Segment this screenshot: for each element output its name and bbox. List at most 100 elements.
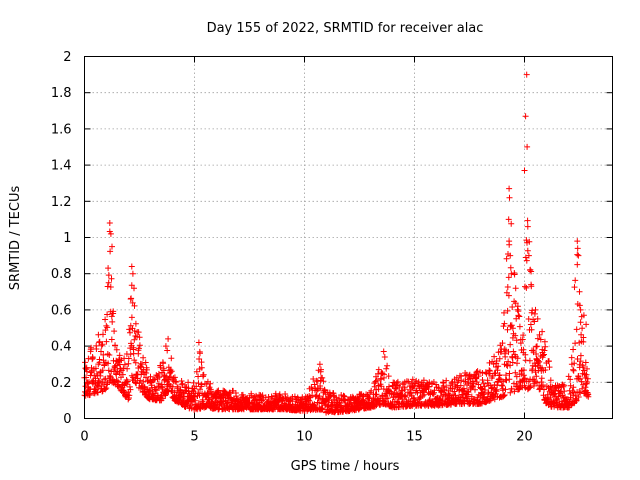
data-point — [103, 322, 110, 329]
data-point — [516, 323, 523, 330]
data-point — [529, 366, 536, 373]
data-point — [93, 346, 100, 352]
data-point — [536, 358, 543, 365]
data-point — [379, 370, 386, 377]
data-point — [493, 358, 500, 364]
data-point — [107, 284, 114, 290]
data-point — [259, 392, 266, 399]
data-point — [528, 268, 535, 275]
data-point — [127, 329, 133, 336]
data-point — [381, 354, 388, 360]
data-point — [165, 388, 172, 395]
data-point — [125, 360, 132, 367]
data-point — [570, 346, 577, 353]
data-point — [109, 243, 115, 250]
data-point — [501, 309, 507, 316]
data-point — [140, 354, 147, 361]
data-point — [534, 379, 541, 386]
data-point — [505, 274, 512, 281]
data-point — [442, 391, 449, 398]
data-point — [131, 336, 138, 343]
data-point — [521, 167, 528, 174]
data-point — [153, 387, 160, 394]
data-point — [546, 358, 552, 365]
data-point — [385, 373, 392, 380]
data-point — [104, 324, 111, 331]
plot-frame — [84, 56, 613, 419]
data-point — [396, 384, 403, 390]
data-point — [107, 248, 114, 255]
data-point — [198, 364, 205, 371]
chart-title: Day 155 of 2022, SRMTID for receiver ala… — [207, 21, 484, 36]
data-point — [121, 382, 128, 389]
data-point — [479, 370, 486, 376]
data-point — [308, 384, 315, 391]
data-point — [579, 325, 586, 332]
data-point — [124, 378, 131, 385]
data-point — [527, 321, 534, 328]
data-point — [547, 377, 554, 384]
data-point — [506, 194, 513, 201]
data-point — [539, 382, 546, 388]
data-point — [506, 238, 513, 245]
data-point — [573, 326, 580, 333]
x-axis-label: GPS time / hours — [291, 459, 400, 474]
data-point — [200, 371, 207, 378]
data-point — [525, 316, 532, 322]
data-point — [571, 360, 578, 367]
data-point — [89, 356, 96, 363]
data-point — [121, 361, 128, 368]
data-point — [578, 378, 585, 385]
data-point — [199, 396, 206, 403]
data-point — [156, 374, 163, 381]
tick-labels: 00.20.40.60.811.21.41.61.820 5 10 15 20 — [51, 50, 533, 445]
data-point — [505, 216, 512, 223]
data-point — [495, 363, 502, 370]
data-point — [585, 393, 592, 400]
data-point — [448, 380, 455, 387]
data-point — [571, 284, 578, 291]
data-point — [538, 375, 545, 382]
y-axis-label: SRMTID / TECUs — [8, 186, 23, 291]
data-point — [573, 398, 580, 404]
data-point — [584, 365, 590, 372]
data-point — [520, 332, 527, 339]
data-point — [127, 386, 134, 393]
data-point — [106, 220, 113, 226]
y-tick-label: 0.4 — [51, 340, 72, 355]
data-point — [311, 381, 318, 388]
data-point — [143, 374, 149, 381]
data-point — [528, 326, 535, 333]
data-point — [534, 315, 541, 322]
data-point — [124, 365, 131, 372]
data-point — [472, 386, 478, 393]
data-point — [527, 267, 533, 274]
data-point — [516, 313, 523, 320]
data-point — [96, 356, 103, 363]
data-point — [552, 388, 559, 394]
data-point — [575, 375, 582, 382]
data-point — [522, 375, 528, 382]
y-tick-label: 1.6 — [51, 122, 72, 137]
data-point — [165, 364, 172, 371]
data-point — [574, 261, 581, 268]
data-point — [165, 335, 172, 342]
data-point — [108, 313, 115, 320]
data-point — [132, 320, 139, 327]
data-point — [577, 319, 584, 326]
data-point — [164, 347, 171, 354]
data-point — [512, 285, 519, 292]
data-point — [507, 389, 514, 396]
data-point — [574, 245, 581, 252]
data-point — [105, 265, 112, 272]
data-point — [233, 393, 240, 400]
data-point — [582, 384, 589, 391]
data-point — [508, 322, 515, 329]
y-tick-label: 0.8 — [51, 267, 72, 282]
data-point — [541, 386, 547, 393]
data-point — [402, 392, 409, 399]
data-point — [162, 343, 169, 350]
data-point — [443, 377, 450, 384]
data-point — [105, 360, 112, 367]
data-point — [576, 302, 583, 309]
